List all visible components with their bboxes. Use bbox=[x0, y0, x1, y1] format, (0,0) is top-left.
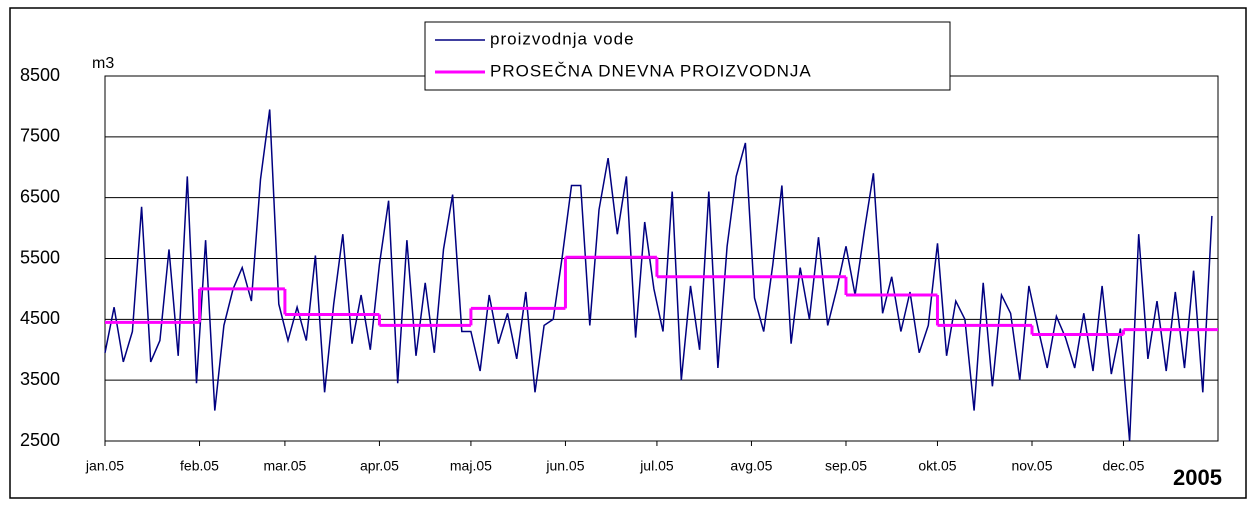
data-line bbox=[104, 109, 1213, 442]
x-tick-label: avg.05 bbox=[730, 458, 772, 474]
chart-border bbox=[9, 7, 1247, 499]
y-tick-label: 8500 bbox=[20, 65, 60, 85]
y-tick-label: 7500 bbox=[20, 126, 60, 146]
y-tick-label: 5500 bbox=[20, 247, 60, 267]
y-tick-label: 3500 bbox=[20, 369, 60, 389]
x-tick-label: mar.05 bbox=[264, 458, 307, 474]
x-tick-label: nov.05 bbox=[1011, 458, 1052, 474]
annotation: 2005 bbox=[1173, 465, 1222, 490]
x-tick-label: jul.05 bbox=[639, 458, 674, 474]
y-tick-label: 2500 bbox=[20, 430, 60, 450]
y-axis-label: m3 bbox=[92, 55, 114, 72]
x-tick-label: okt.05 bbox=[918, 458, 956, 474]
x-tick-label: feb.05 bbox=[180, 458, 219, 474]
legend bbox=[424, 21, 951, 91]
x-tick-label: jun.05 bbox=[545, 458, 584, 474]
x-tick-label: sep.05 bbox=[825, 458, 867, 474]
x-tick-label: apr.05 bbox=[360, 458, 399, 474]
x-tick-label: jan.05 bbox=[85, 458, 124, 474]
x-tick-label: dec.05 bbox=[1102, 458, 1144, 474]
y-tick-label: 4500 bbox=[20, 308, 60, 328]
legend-label: PROSEČNA DNEVNA PROIZVODNJA bbox=[490, 61, 812, 80]
legend-label: proizvodnja vode bbox=[490, 29, 635, 48]
x-tick-label: maj.05 bbox=[450, 458, 492, 474]
y-tick-label: 6500 bbox=[20, 186, 60, 206]
